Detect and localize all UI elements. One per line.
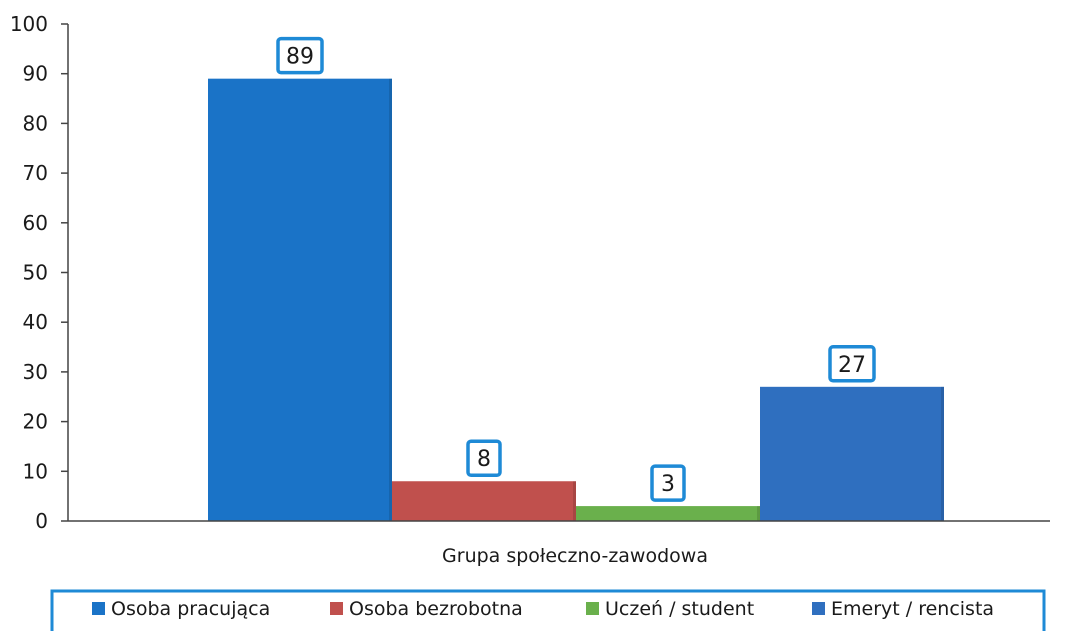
data-label: 3 <box>661 472 675 497</box>
y-tick-label: 100 <box>10 12 48 36</box>
data-label-box <box>828 345 876 383</box>
data-label-box <box>466 439 502 477</box>
y-tick-label: 60 <box>23 211 48 235</box>
data-label: 89 <box>286 45 314 70</box>
data-labels: 89 8 3 27 <box>276 36 876 502</box>
bar-3 <box>576 506 760 521</box>
legend-frame <box>50 589 1046 631</box>
y-tick-label: 20 <box>23 410 48 434</box>
y-axis: 0 10 20 30 40 50 60 70 80 90 100 <box>10 12 69 533</box>
legend-swatch <box>812 602 825 615</box>
legend-label: Emeryt / rencista <box>831 598 994 620</box>
bars <box>208 78 944 522</box>
bar-4 <box>760 386 944 521</box>
legend-label: Uczeń / student <box>605 598 754 620</box>
y-tick-label: 80 <box>23 111 48 135</box>
x-axis-title: Grupa społeczno-zawodowa <box>442 545 708 567</box>
data-label-box <box>650 464 686 502</box>
data-label-box <box>276 36 324 75</box>
bar-edge-shade <box>573 481 576 521</box>
bar-edge-shade <box>389 78 392 522</box>
legend: Osoba pracująca Osoba bezrobotna Uczeń / s… <box>50 589 1046 631</box>
y-tick-label: 40 <box>23 310 48 334</box>
y-tick-label: 50 <box>23 261 48 285</box>
bar-edge-shade <box>757 506 760 521</box>
legend-swatch <box>92 602 105 615</box>
bar-1 <box>208 78 392 522</box>
bar-edge-shade <box>941 386 944 521</box>
legend-label: Osoba bezrobotna <box>349 598 523 620</box>
y-tick-label: 70 <box>23 161 48 185</box>
legend-swatch <box>586 602 599 615</box>
data-label: 8 <box>477 447 491 472</box>
legend-swatch <box>330 602 343 615</box>
legend-label: Osoba pracująca <box>111 598 270 620</box>
y-tick-label: 0 <box>35 509 48 533</box>
bar-2 <box>392 481 576 521</box>
y-tick-label: 10 <box>23 459 48 483</box>
y-tick-label: 90 <box>23 62 48 86</box>
y-tick-label: 30 <box>23 360 48 384</box>
data-label: 27 <box>838 353 866 378</box>
